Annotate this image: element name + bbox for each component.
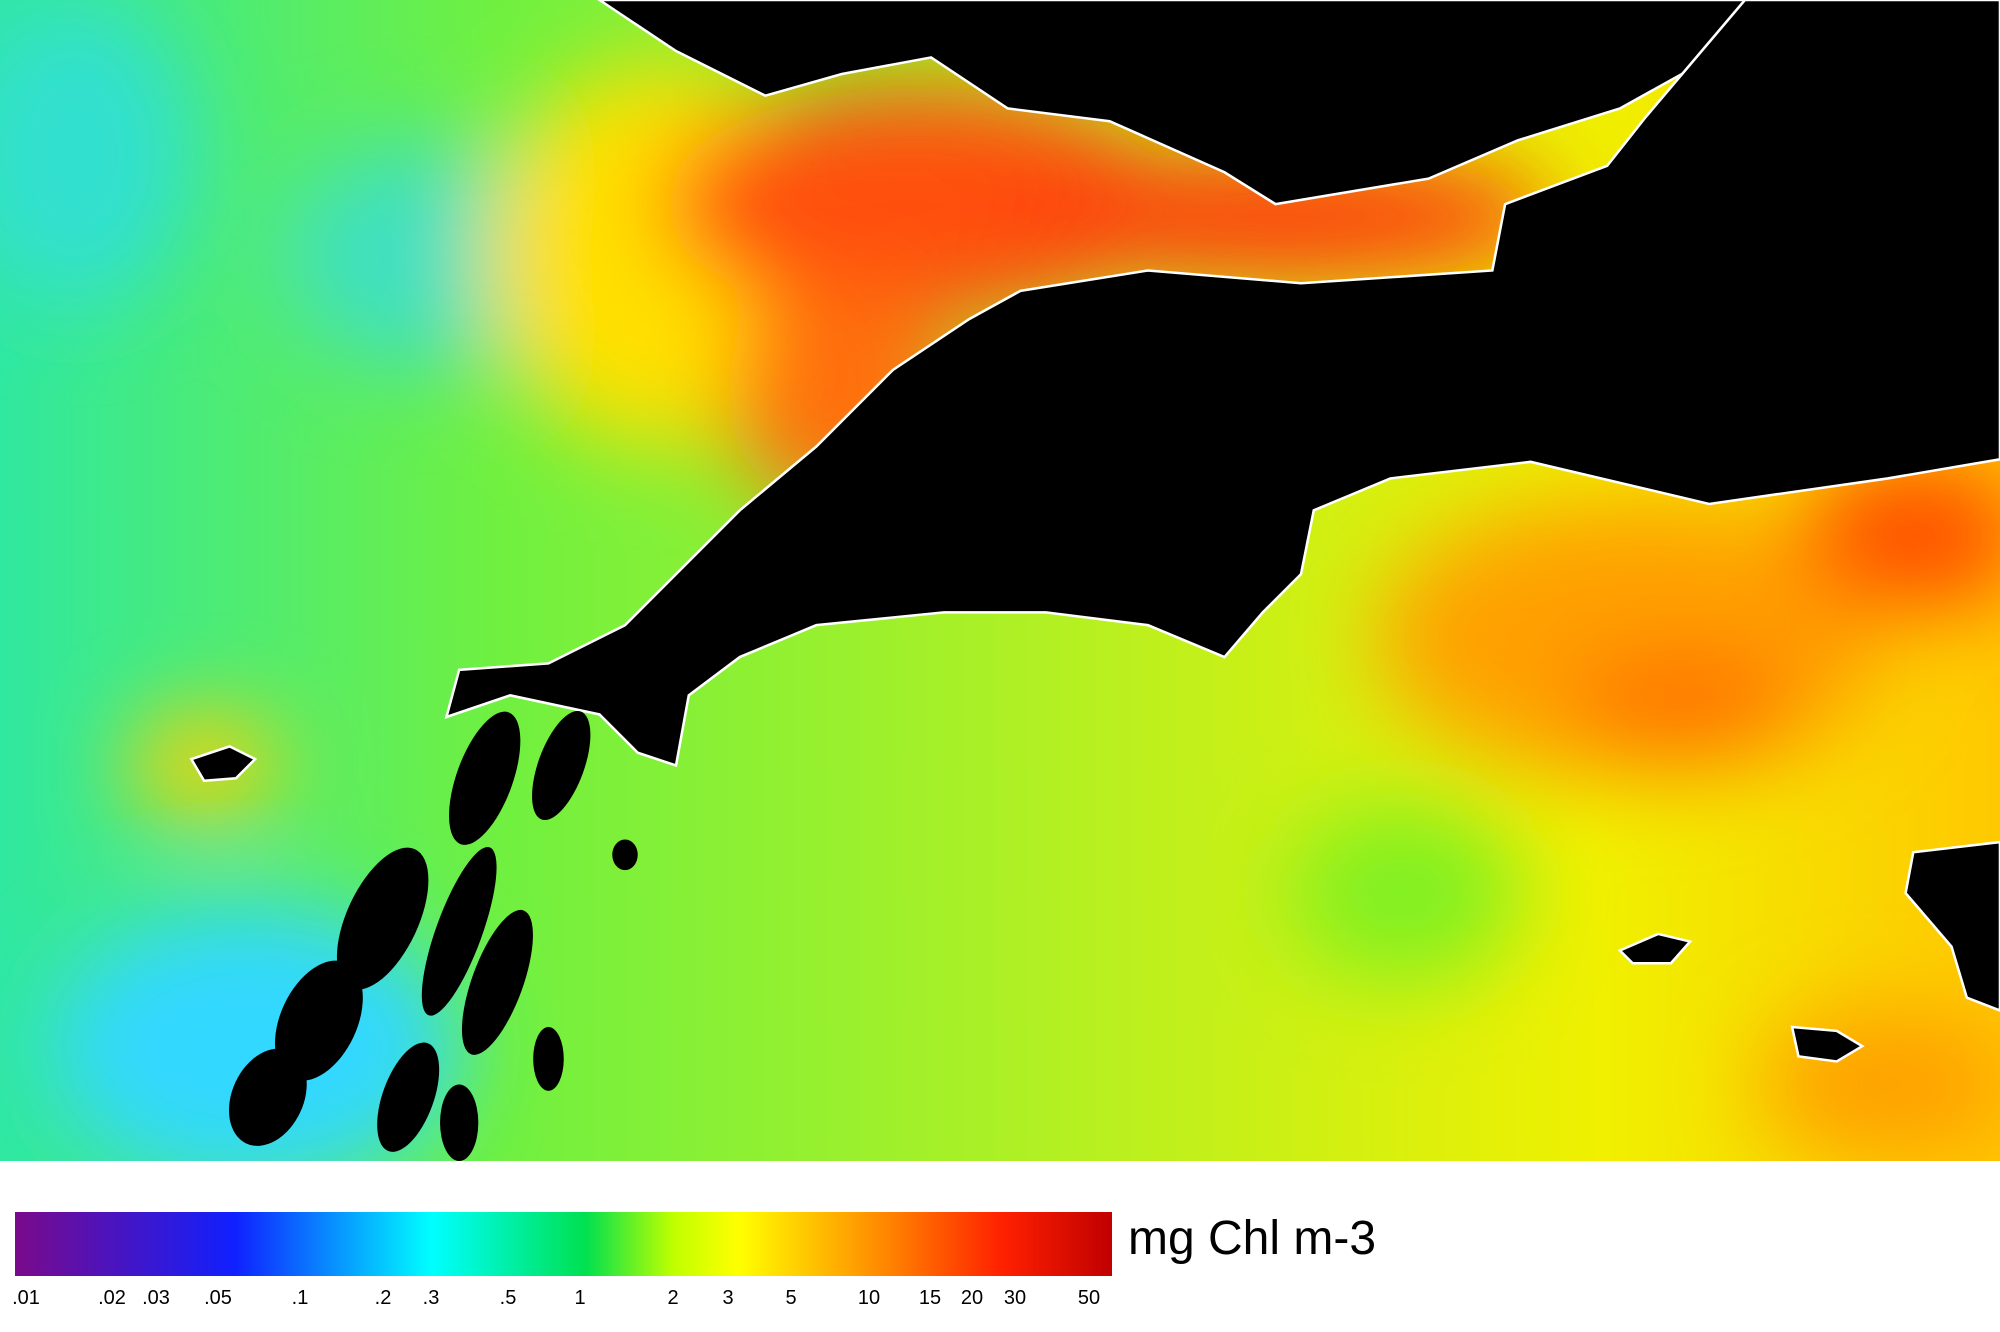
- tick-label: 15: [919, 1287, 941, 1309]
- tick-label: .3: [423, 1287, 440, 1309]
- tick-label: .2: [375, 1287, 392, 1309]
- tick-label: 50: [1078, 1287, 1100, 1309]
- chlorophyll-map: [0, 0, 2000, 1161]
- south-west-england: [444, 0, 2000, 768]
- guernsey: [1617, 932, 1693, 965]
- tick-label: 2: [667, 1287, 678, 1309]
- tick-label: .02: [98, 1287, 126, 1309]
- tick-label: 1: [574, 1287, 585, 1309]
- colorbar-legend: mg Chl m-3 .01 .02 .03 .05 .1 .2 .3 .5 1 2 3 5 10 15 2…: [12, 1212, 1376, 1309]
- tick-label: 3: [722, 1287, 733, 1309]
- tick-label: 10: [858, 1287, 880, 1309]
- unit-label: mg Chl m-3: [1128, 1212, 1376, 1265]
- tick-label: .01: [12, 1287, 40, 1309]
- colorbar-ticks: .01 .02 .03 .05 .1 .2 .3 .5 1 2 3 5 10 15 20 30 50: [12, 1287, 1100, 1309]
- tick-label: 30: [1004, 1287, 1026, 1309]
- cloud-mask: [228, 710, 638, 1161]
- colorbar: [15, 1212, 1112, 1276]
- tick-label: .5: [500, 1287, 517, 1309]
- tick-label: .03: [142, 1287, 170, 1309]
- tick-label: 5: [785, 1287, 796, 1309]
- tick-label: 20: [961, 1287, 983, 1309]
- tick-label: .1: [292, 1287, 309, 1309]
- france: [1904, 840, 2000, 1012]
- jersey: [1790, 1025, 1865, 1063]
- scilly: [189, 744, 258, 783]
- tick-label: .05: [204, 1287, 232, 1309]
- land: [189, 0, 2000, 1063]
- concentration-field: [0, 0, 2000, 1161]
